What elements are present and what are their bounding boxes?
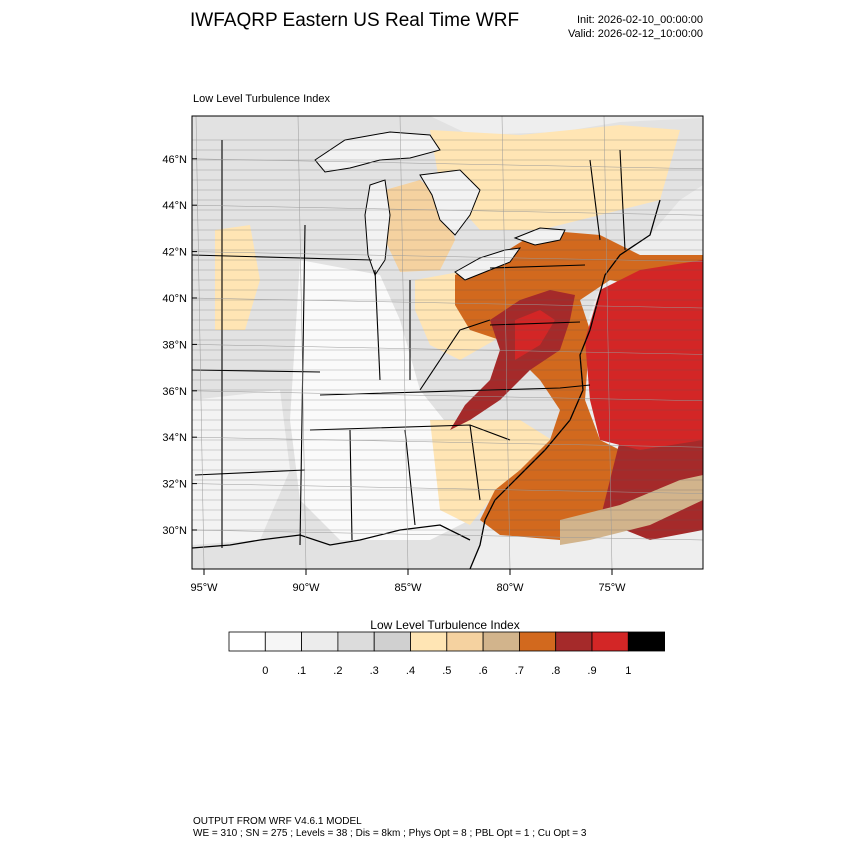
colorbar: 0 .1 .2 .3 .4 .5 .6 .7 .8 .9 1 (228, 631, 665, 677)
moderate-zone-southeast (430, 420, 560, 525)
county-boundaries (192, 139, 703, 531)
lat-tick-label: 44°N (162, 200, 187, 212)
colorbar-label: .6 (479, 665, 488, 677)
lat-tick-label: 32°N (162, 479, 187, 491)
colorbar-label: 1 (625, 665, 631, 677)
colorbar-title: Low Level Turbulence Index (370, 618, 520, 632)
colorbar-swatch (519, 631, 557, 652)
parallel-line (192, 436, 703, 448)
colorbar-label: .9 (587, 665, 596, 677)
colorbar-label: .7 (515, 665, 524, 677)
colorbar-label: .3 (370, 665, 379, 677)
colorbar-label: .1 (297, 665, 306, 677)
lat-tick-label: 30°N (162, 525, 187, 537)
gulf-coastline (192, 524, 471, 549)
moderate-zone-ontario (430, 125, 680, 230)
colorbar-swatch (337, 631, 375, 652)
lat-tick-label: 34°N (162, 432, 187, 444)
lat-tick-label: 36°N (162, 386, 187, 398)
colorbar-swatch (373, 631, 411, 652)
colorbar-swatch (228, 631, 266, 652)
meridian-line (297, 116, 307, 569)
lon-tick-label: 95°W (190, 582, 218, 594)
time-info: Init: 2026-02-10_00:00:00 Valid: 2026-02… (520, 13, 703, 41)
valid-time: Valid: 2026-02-12_10:00:00 (568, 28, 703, 40)
lake-ontario (513, 227, 566, 246)
lon-tick-label: 90°W (292, 582, 320, 594)
meridian-line (195, 116, 205, 569)
lake-huron (419, 169, 481, 236)
colorbar-label: .4 (406, 665, 415, 677)
map-frame (191, 115, 704, 570)
main-title: IWFAQRP Eastern US Real Time WRF (190, 10, 520, 31)
highest-zone-ridge (515, 310, 555, 360)
lat-ticks: 30°N 32°N 34°N 36°N 38°N 40°N 42°N 44°N 46°N (162, 154, 197, 537)
model-info-footer: OUTPUT FROM WRF V4.6.1 MODEL WE = 310 ; … (193, 816, 586, 840)
map-area (192, 116, 703, 569)
colorbar-label: .2 (333, 665, 342, 677)
parallel-line (192, 483, 703, 494)
colorbar-swatch (301, 631, 339, 652)
graticule (192, 116, 703, 569)
init-time: Init: 2026-02-10_00:00:00 (577, 14, 703, 26)
lake-michigan (364, 179, 391, 277)
colorbar-swatch (410, 631, 448, 652)
lon-tick-label: 75°W (598, 582, 626, 594)
colorbar-swatch (591, 631, 629, 652)
lat-tick-label: 42°N (162, 247, 187, 259)
meridian-line (501, 116, 511, 569)
parallel-line (192, 297, 703, 309)
parallel-line (192, 204, 703, 216)
colorbar-swatch (264, 631, 302, 652)
colorbar-swatch (446, 631, 484, 652)
colorbar-label: .5 (442, 665, 451, 677)
field-label: Low Level Turbulence Index (193, 93, 330, 105)
parallel-line (192, 344, 703, 355)
parallel-line (192, 158, 703, 170)
parallel-line (192, 251, 703, 262)
colorbar-label: .8 (551, 665, 560, 677)
lat-tick-label: 40°N (162, 293, 187, 305)
colorbar-swatch (555, 631, 593, 652)
state-boundaries (192, 140, 626, 548)
meridian-line (399, 116, 409, 569)
lat-tick-label: 38°N (162, 339, 187, 351)
lon-ticks: 95°W 90°W 85°W 80°W 75°W (190, 569, 626, 594)
colorbar-label: 0 (262, 665, 268, 677)
lake-erie (454, 247, 522, 281)
parallel-line (192, 390, 703, 402)
meridian-line (603, 116, 613, 569)
low-index-zone-west (192, 390, 290, 545)
colorbar-swatch (627, 631, 665, 652)
lon-tick-label: 80°W (496, 582, 524, 594)
parallel-line (192, 529, 703, 541)
lat-tick-label: 46°N (162, 154, 187, 166)
model-info-line1: OUTPUT FROM WRF V4.6.1 MODEL (193, 816, 362, 827)
lon-tick-label: 85°W (394, 582, 422, 594)
colorbar-swatch (482, 631, 520, 652)
moderate-zone-west (215, 225, 260, 330)
model-info-line2: WE = 310 ; SN = 275 ; Levels = 38 ; Dis … (193, 828, 587, 839)
